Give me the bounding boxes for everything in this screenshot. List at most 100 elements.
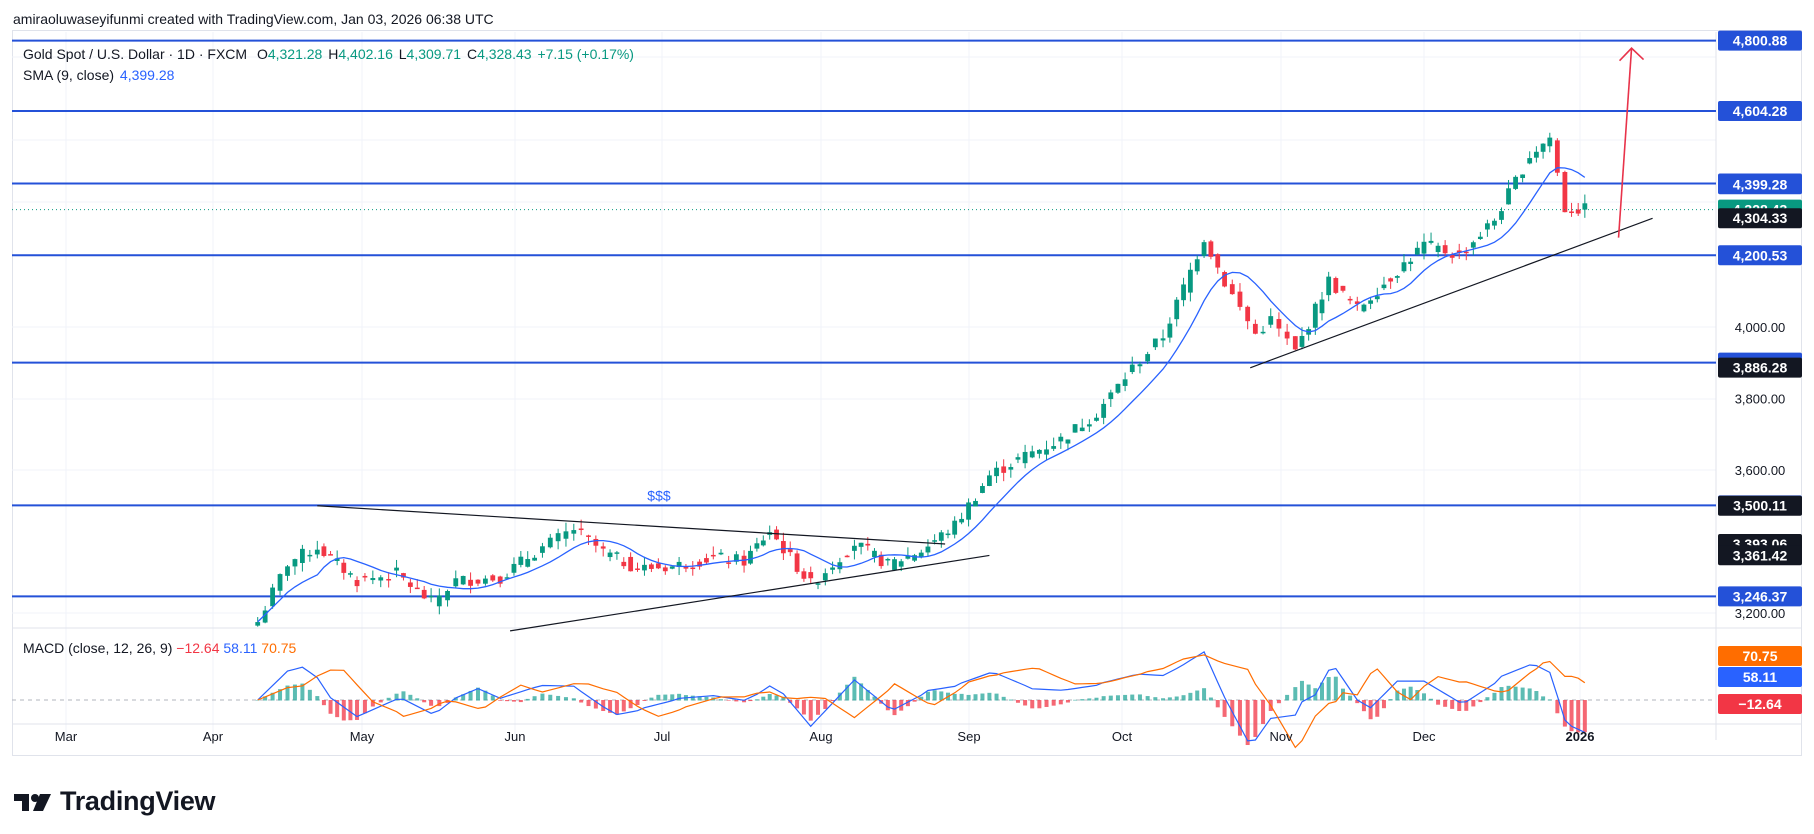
candle [635, 562, 640, 572]
candle [1547, 132, 1553, 153]
candle [1252, 319, 1258, 335]
macd-histogram-bar [1478, 700, 1483, 703]
macd-histogram-bar [601, 700, 606, 711]
candle-body [1540, 143, 1546, 152]
candle [621, 557, 627, 569]
low-label: L [398, 46, 407, 62]
candle-body [571, 530, 577, 534]
macd-histogram-bar [292, 684, 297, 701]
candle-body [578, 528, 584, 531]
macd-histogram-bar [1562, 700, 1567, 727]
macd-histogram-bar [1333, 676, 1338, 701]
macd-histogram-bar [663, 694, 668, 701]
candle [445, 589, 450, 607]
candle [1394, 275, 1400, 283]
candle-body [1015, 457, 1021, 460]
candle-body [1187, 269, 1193, 293]
price-tag-bg [1718, 174, 1802, 195]
macd-histogram-bar [370, 700, 375, 707]
candle-body [973, 500, 978, 507]
candle-body [540, 546, 545, 553]
candle [710, 546, 716, 560]
tradingview-brand[interactable]: TradingView [14, 786, 216, 817]
candle-body [987, 475, 992, 486]
candle [683, 564, 689, 573]
macd-histogram-bar [865, 689, 870, 701]
macd-histogram-bar [437, 700, 442, 707]
candle-body [354, 580, 360, 587]
macd-histogram-bar [1285, 694, 1290, 701]
price-axis: 4,000.00 3,800.00 3,600.00 3,200.00 4,800.88… [1718, 30, 1802, 714]
macd-histogram-bar [1276, 700, 1281, 704]
candle [1122, 372, 1128, 392]
candle-body [1533, 151, 1539, 158]
candle [649, 562, 654, 573]
candle [518, 550, 524, 568]
macd-histogram-bar [690, 695, 695, 701]
macd-histogram-bar [852, 676, 857, 701]
candle-body [710, 554, 716, 557]
macd-histogram-bar [285, 685, 290, 701]
candle [1533, 146, 1539, 163]
candle [1435, 242, 1441, 258]
candle [844, 554, 850, 558]
candle [1499, 207, 1504, 225]
macd-histogram-bar [1051, 700, 1056, 706]
macd-histogram-bar [1015, 700, 1020, 703]
price-tag: 3,886.28 [1733, 360, 1788, 376]
candle [987, 470, 992, 487]
candle-body [1414, 247, 1420, 255]
macd-histogram-bar [621, 700, 626, 712]
candle [733, 551, 739, 565]
candle-body [407, 582, 413, 587]
macd-histogram-bar [1375, 700, 1380, 717]
candle-body [966, 502, 971, 520]
candle [1414, 241, 1420, 256]
candle [905, 547, 911, 560]
candle [600, 542, 606, 557]
macd-histogram-bar [394, 693, 399, 701]
candle-body [1319, 299, 1325, 314]
macd-histogram-bar [1368, 700, 1373, 720]
candle-body [830, 567, 835, 570]
candle-body [1582, 203, 1588, 210]
candle-body [1229, 284, 1235, 295]
price-tag-bg [1718, 357, 1802, 378]
candle-body [1115, 383, 1121, 393]
time-axis: Mar Apr May Jun Jul Aug Sep Oct Nov Dec 2026 [55, 729, 1595, 744]
macd-histogram-bar [525, 698, 530, 701]
candle [1575, 202, 1581, 217]
candle-body [468, 579, 473, 586]
macd-histogram-bar [1174, 696, 1179, 701]
price-tag: 4,304.33 [1733, 210, 1788, 226]
candle [525, 551, 531, 568]
macd-histogram-bar [1101, 696, 1106, 701]
macd-histogram-bar [859, 683, 864, 701]
candle [436, 588, 442, 615]
candle [1051, 437, 1057, 451]
candle [540, 542, 545, 558]
candle-body [1520, 174, 1526, 179]
liquidity-annotation: $$$ [647, 487, 671, 503]
candle-body [1160, 338, 1166, 341]
candle [690, 561, 696, 576]
macd-histogram-bar [490, 695, 495, 701]
candle-body [1086, 424, 1092, 427]
macd-histogram-bar [1541, 696, 1546, 701]
candle-body [300, 548, 305, 563]
candle [808, 566, 814, 584]
candle-body [292, 559, 298, 567]
candle [386, 572, 392, 588]
macd-histogram-bar [1326, 677, 1331, 701]
macd-histogram-bar [1520, 687, 1525, 701]
candle-body [1312, 303, 1318, 328]
macd-histogram-bar [335, 700, 340, 718]
candle-body [1129, 364, 1135, 373]
time-tick: Jul [654, 729, 671, 744]
candle [1292, 336, 1298, 351]
candle [1072, 424, 1078, 433]
candle [1442, 240, 1448, 256]
candle-body [600, 546, 606, 549]
candle [628, 552, 634, 572]
